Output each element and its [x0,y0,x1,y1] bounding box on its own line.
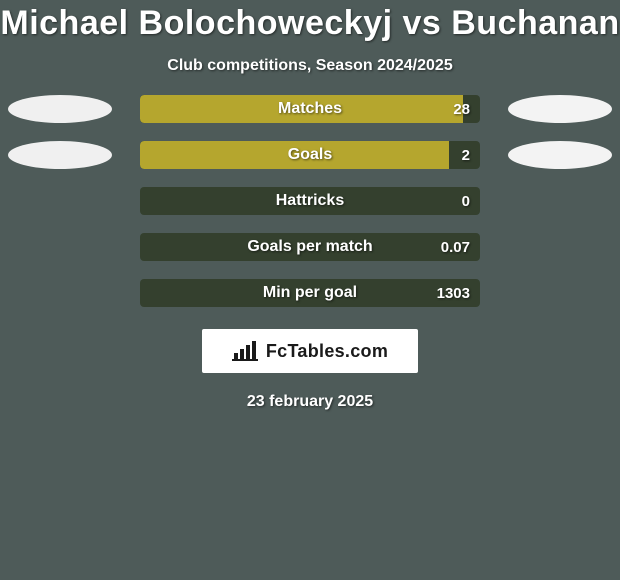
stat-bar: Goals 2 [140,141,480,169]
stat-row: Matches 28 [0,95,620,123]
stat-value: 1303 [437,279,470,307]
page-root: Michael Bolochoweckyj vs Buchanan Club c… [0,0,620,580]
brand-link[interactable]: FcTables.com [202,329,418,373]
stat-label: Goals [140,141,480,169]
stat-row: Goals 2 [0,141,620,169]
stat-row: Goals per match 0.07 [0,233,620,261]
stat-bar: Matches 28 [140,95,480,123]
stat-value: 28 [453,95,470,123]
right-oval [508,141,612,169]
stat-label: Matches [140,95,480,123]
stat-label: Goals per match [140,233,480,261]
page-subtitle: Club competitions, Season 2024/2025 [167,57,452,75]
stat-label: Hattricks [140,187,480,215]
stat-label: Min per goal [140,279,480,307]
brand-label: FcTables.com [266,341,388,362]
bar-chart-icon [232,341,260,361]
stat-value: 0 [462,187,470,215]
stat-bar: Goals per match 0.07 [140,233,480,261]
right-oval [508,95,612,123]
stat-bar: Min per goal 1303 [140,279,480,307]
stat-row: Min per goal 1303 [0,279,620,307]
left-oval [8,95,112,123]
footer-date: 23 february 2025 [247,393,373,411]
stat-row: Hattricks 0 [0,187,620,215]
left-oval [8,141,112,169]
stat-bar: Hattricks 0 [140,187,480,215]
page-title: Michael Bolochoweckyj vs Buchanan [0,4,619,43]
stat-value: 0.07 [441,233,470,261]
stats-container: Matches 28 Goals 2 Hattricks 0 [0,95,620,307]
stat-value: 2 [462,141,470,169]
